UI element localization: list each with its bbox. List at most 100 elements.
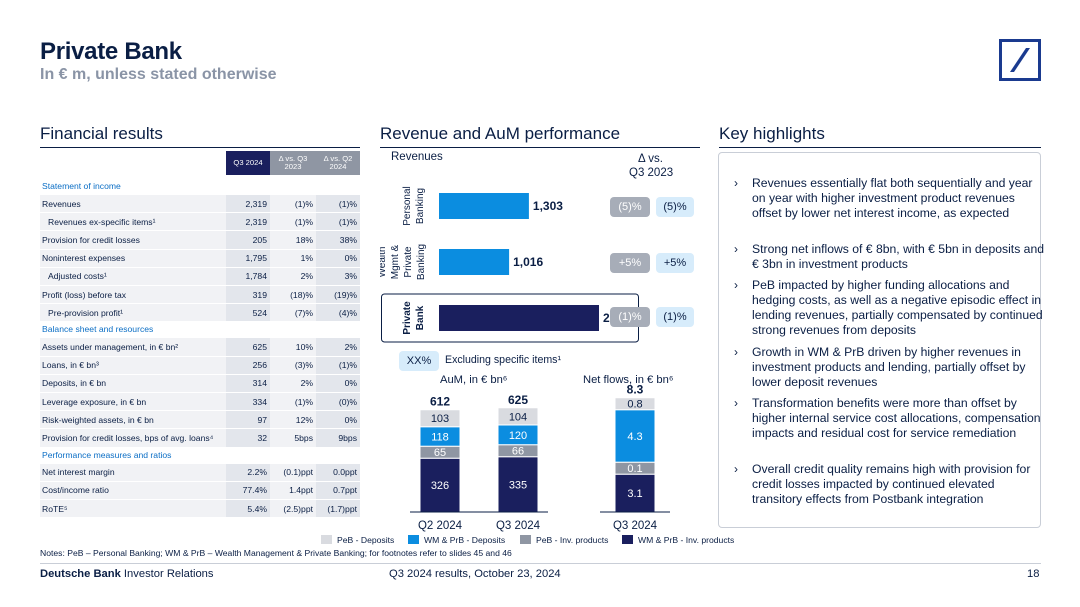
- legend-item: PeB - Deposits: [321, 534, 394, 545]
- row-label: Deposits, in € bn: [42, 378, 107, 389]
- table-header: Q3 2024 Δ vs. Q3 2023 Δ vs. Q2 2024: [40, 151, 360, 175]
- row-value: 18%: [295, 234, 313, 245]
- segment-label: Bank: [415, 305, 426, 330]
- row-value: 524: [226, 304, 270, 322]
- event-label: Q3 2024 results, October 23, 2024: [389, 568, 561, 580]
- segment-value-label: 120: [509, 430, 527, 442]
- category-label: Q2 2024: [418, 520, 463, 532]
- legend-swatch: [520, 535, 531, 544]
- table-row: Cost/income ratio 77.4% 1.4ppt 0.7ppt: [40, 480, 360, 499]
- row-value: 2%: [300, 271, 313, 282]
- table-row: RoTE⁵ 5.4% (2.5)ppt (1.7)ppt: [40, 499, 360, 518]
- row-value: (0.1)ppt: [283, 467, 313, 478]
- stacked-bar-segment: [497, 407, 539, 426]
- row-value: (19)%: [316, 286, 360, 304]
- table-header-cell: Δ vs. Q3 2023: [270, 151, 316, 175]
- revenue-bar: [439, 193, 529, 219]
- pill-key-text: Excluding specific items¹: [445, 354, 561, 366]
- stacked-bar-segment: [497, 456, 539, 513]
- row-value: 12%: [295, 414, 313, 425]
- table-section-header: Performance measures and ratios: [40, 447, 360, 463]
- row-value: 625: [226, 338, 270, 356]
- page-subtitle: In € m, unless stated otherwise: [40, 66, 277, 83]
- row-value: 32: [226, 429, 270, 447]
- stacked-bar-segment: [419, 409, 461, 428]
- highlight-text: Revenues essentially flat both sequentia…: [752, 176, 1033, 220]
- row-value: 0.7ppt: [316, 481, 360, 499]
- revenue-value-label: 1,303: [533, 199, 563, 213]
- stacked-bar-segment: [419, 457, 461, 513]
- row-value: 10%: [295, 341, 313, 352]
- row-value: 2%: [316, 338, 360, 356]
- chevron-right-icon: ›: [734, 176, 738, 190]
- section-divider: [719, 147, 1041, 148]
- table-row: Risk-weighted assets, in € bn 97 12% 0%: [40, 410, 360, 429]
- delta-pill-excl: (5)%: [610, 197, 650, 217]
- legend-item: WM & PrB - Deposits: [408, 534, 505, 545]
- segment-label: Private: [402, 301, 413, 335]
- row-value: (4)%: [316, 304, 360, 322]
- row-label: RoTE⁵: [42, 503, 68, 514]
- segment-value-label: 3.1: [627, 488, 642, 500]
- row-value: (1.7)ppt: [316, 500, 360, 518]
- netflows-label: Net flows, in € bn⁶: [583, 374, 674, 386]
- segment-value-label: 65: [434, 447, 446, 459]
- row-label: Loans, in € bn³: [42, 360, 99, 371]
- row-value: 2,319: [226, 195, 270, 213]
- row-value: 2.2%: [226, 463, 270, 481]
- row-value: (1)%: [294, 216, 313, 227]
- row-value: (1)%: [316, 195, 360, 213]
- row-value: 319: [226, 286, 270, 304]
- row-value: 1.4ppt: [289, 485, 313, 496]
- legend-label: WM & PrB - Inv. products: [638, 534, 735, 545]
- row-label: Provision for credit losses, bps of avg.…: [42, 432, 214, 443]
- row-value: 314: [226, 374, 270, 392]
- segment-label: Private: [403, 246, 414, 278]
- highlight-text: Strong net inflows of € 8bn, with € 5bn …: [752, 242, 1045, 271]
- row-value: 205: [226, 231, 270, 249]
- chevron-right-icon: ›: [734, 462, 738, 476]
- stacked-bar-segment: [614, 473, 656, 513]
- table-row: Provision for credit losses, bps of avg.…: [40, 428, 360, 447]
- table-row: Revenues 2,319 (1)% (1)%: [40, 194, 360, 213]
- segment-value-label: 104: [509, 411, 527, 423]
- segment-value-label: 335: [509, 479, 527, 491]
- row-value: (18)%: [290, 289, 313, 300]
- row-label: Revenues: [42, 198, 81, 209]
- table-row: Profit (loss) before tax 319 (18)% (19)%: [40, 285, 360, 304]
- footer-divider: [40, 563, 1041, 564]
- segment-value-label: 103: [431, 413, 449, 425]
- row-value: 0.0ppt: [316, 463, 360, 481]
- legend-swatch: [408, 535, 419, 544]
- row-value: 1,795: [226, 249, 270, 267]
- row-value: 0%: [316, 411, 360, 429]
- delta-label: Δ vs.: [638, 153, 663, 165]
- highlight-text: Transformation benefits were more than o…: [752, 396, 1041, 440]
- legend-label: PeB - Inv. products: [536, 534, 609, 545]
- pill-key: XX%: [399, 351, 439, 371]
- section-divider: [40, 147, 360, 148]
- segment-value-label: 66: [512, 446, 524, 458]
- legend-item: WM & PrB - Inv. products: [622, 534, 734, 545]
- segment-value-label: 4.3: [627, 431, 642, 443]
- highlight-text: Growth in WM & PrB driven by higher reve…: [752, 345, 1026, 389]
- chevron-right-icon: ›: [734, 396, 738, 410]
- category-label: Q3 2024: [613, 520, 658, 532]
- delta-pill-reported: (1)%: [656, 307, 694, 327]
- row-value: 0%: [316, 374, 360, 392]
- delta-label-period: Q3 2023: [629, 167, 674, 179]
- aum-label: AuM, in € bn⁶: [440, 374, 508, 386]
- segment-label: Banking: [416, 244, 427, 280]
- chevron-right-icon: ›: [734, 278, 738, 292]
- row-label: Assets under management, in € bn²: [42, 341, 179, 352]
- segment-value-label: 0.1: [627, 463, 642, 475]
- highlight-text: PeB impacted by higher funding allocatio…: [752, 278, 1043, 337]
- table-row: Revenues ex-specific items¹ 2,319 (1)% (1)%: [40, 212, 360, 231]
- row-value: 2,319: [226, 213, 270, 231]
- row-value: 2%: [300, 378, 313, 389]
- row-value: 1,784: [226, 267, 270, 285]
- table-section-header: Statement of income: [40, 178, 360, 194]
- brand-label: Deutsche Bank Investor Relations: [40, 568, 213, 580]
- row-label: Risk-weighted assets, in € bn: [42, 414, 154, 425]
- table-header-cell: Δ vs. Q2 2024: [316, 151, 360, 175]
